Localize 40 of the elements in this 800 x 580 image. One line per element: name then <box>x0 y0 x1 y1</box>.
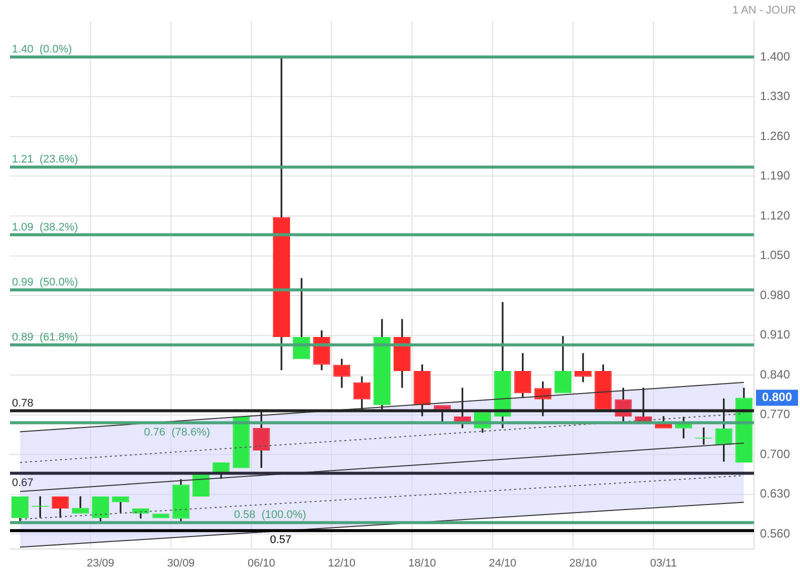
y-tick-label: 0.980 <box>760 288 790 302</box>
y-tick-label: 0.630 <box>760 486 790 501</box>
ref-line-label: 1.40 (0.0%) <box>12 44 72 56</box>
ref-line-label: 0.76 (78.6%) <box>144 426 210 438</box>
y-tick-label: 0.840 <box>760 367 790 382</box>
candlestick <box>232 416 250 468</box>
x-tick-label: 18/10 <box>408 557 436 570</box>
x-tick-label: 23/09 <box>86 557 114 570</box>
y-tick-label: 0.560 <box>760 526 790 540</box>
y-tick-label: 1.260 <box>760 128 790 143</box>
x-tick-label: 30/09 <box>167 557 195 570</box>
ref-line-label: 0.89 (61.8%) <box>12 331 78 344</box>
y-tick-label: 1.330 <box>760 89 790 104</box>
chart-subtitle: 1 AN - JOUR <box>732 4 796 17</box>
ref-line-label: 0.57 <box>270 534 292 546</box>
candlestick <box>574 353 592 382</box>
candlestick <box>72 496 89 514</box>
ref-line-label: 1.21 (23.6%) <box>12 154 78 166</box>
candlestick <box>152 514 170 518</box>
x-tick-label: 12/10 <box>328 557 356 570</box>
y-tick-label: 0.700 <box>760 446 790 461</box>
x-tick-label: 06/10 <box>248 557 276 570</box>
y-tick-label: 0.770 <box>760 407 790 422</box>
y-tick-label: 1.400 <box>760 49 790 64</box>
y-tick-label: 1.050 <box>760 248 790 262</box>
y-tick-label: 1.190 <box>760 168 790 183</box>
ref-line-label: 0.58 (100.0%) <box>234 509 306 522</box>
x-tick-label: 03/11 <box>650 557 677 570</box>
ref-line-label: 0.67 <box>12 476 34 489</box>
x-tick-label: 28/10 <box>569 557 597 570</box>
ref-line-label: 1.09 (38.2%) <box>12 221 78 234</box>
y-tick-label: 1.120 <box>760 208 790 222</box>
candlestick <box>192 474 210 497</box>
candlestick <box>554 336 572 394</box>
annotation: 0.800 <box>762 390 792 404</box>
candlestick <box>272 56 290 370</box>
ref-line-label: 0.99 (50.0%) <box>12 276 78 288</box>
ref-line-label: 0.78 <box>12 397 34 410</box>
y-tick-label: 0.910 <box>760 328 790 342</box>
x-tick-label: 24/10 <box>488 557 516 570</box>
